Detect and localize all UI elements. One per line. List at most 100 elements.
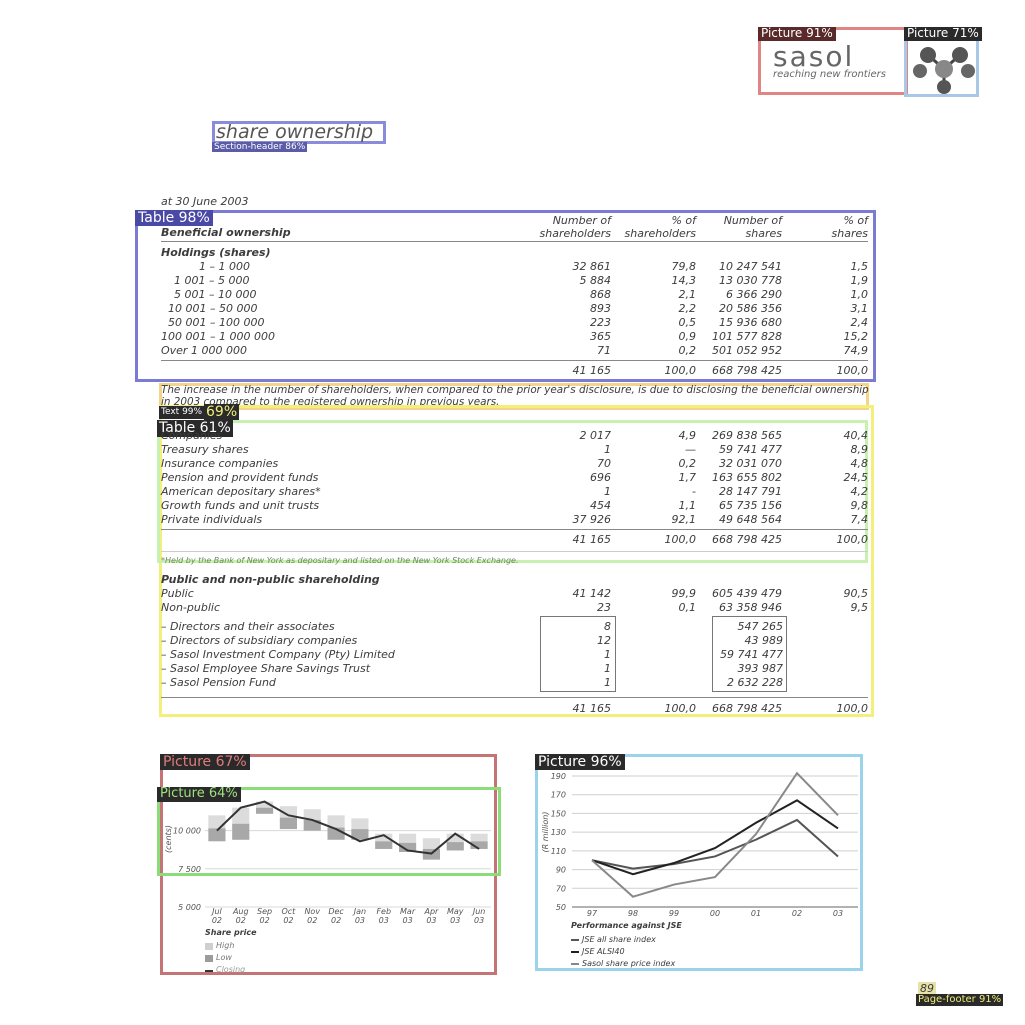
category-row-c2: - — [692, 485, 696, 498]
categories-total-c4: 100,0 — [836, 533, 869, 546]
share-ytick-label: 7 500 — [178, 865, 201, 874]
sasol-emblem-icon — [913, 47, 975, 94]
share-xtick-month: Jun — [471, 907, 486, 916]
share-xtick-year: 02 — [307, 916, 317, 925]
share-high-bar — [279, 806, 297, 818]
picture-64-box: Picture 64% — [157, 786, 501, 876]
disclosure-text-box — [159, 383, 869, 410]
nonpublic-row-label: – Sasol Investment Company (Pty) Limited — [161, 648, 395, 661]
perf-series-line — [591, 818, 839, 870]
nonpublic-row-c1: 1 — [604, 648, 611, 661]
share-low-bar — [470, 841, 488, 849]
perf-ytick-label: 50 — [556, 903, 566, 912]
share-high-bar — [303, 809, 321, 820]
nonpublic-row-c3: 2 632 228 — [727, 676, 783, 689]
table-61-box — [157, 420, 868, 563]
share-low-bar — [446, 842, 464, 851]
perf-xtick-label: 00 — [710, 909, 720, 918]
holdings-row-label: 1 001 – 5 000 — [174, 274, 250, 287]
public-row-c2: 99,9 — [671, 587, 697, 600]
date-line: at 30 June 2003 — [161, 195, 249, 208]
holdings-row-c1: 71 — [597, 344, 611, 357]
share-xtick-year: 03 — [426, 916, 436, 925]
public-row-c4: 90,5 — [843, 587, 869, 600]
perf-xtick-label: 98 — [628, 909, 638, 918]
share-xtick-year: 02 — [259, 916, 269, 925]
share-low-bar — [279, 817, 297, 830]
share-high-bar — [446, 833, 464, 843]
holdings-row-c1: 868 — [590, 288, 611, 301]
share-high-bar — [399, 833, 417, 843]
legend-low-label: Low — [216, 953, 232, 962]
legend-jse-all-label: JSE all share index — [582, 935, 656, 944]
nonpublic-row-c1: 12 — [597, 634, 611, 647]
share-high-bar — [351, 818, 369, 830]
picture-96-tag: Picture 96% — [535, 754, 625, 771]
holdings-row-c1: 365 — [590, 330, 611, 343]
share-low-bar — [375, 841, 393, 849]
text-69-tag: 69% — [204, 404, 240, 421]
share-xtick-month: Mar — [400, 907, 416, 916]
share-xtick-year: 03 — [402, 916, 412, 925]
perf-series-line — [591, 771, 839, 898]
holdings-row-c2: 2,2 — [678, 302, 697, 315]
nonpublic-row-c1: 1 — [604, 662, 611, 675]
public-row-c3: 605 439 479 — [712, 587, 782, 600]
footnote-rule — [161, 551, 868, 552]
share-ytick-label: 5 000 — [178, 903, 201, 912]
holdings-total-rule — [161, 360, 868, 361]
nonpublic-row-label: – Directors of subsidiary companies — [161, 634, 358, 647]
category-row-c2: 1,1 — [678, 499, 697, 512]
legend-jse-all-swatch — [571, 939, 579, 941]
share-xtick-month: Apr — [423, 907, 439, 916]
disclosure-text-line1: The increase in the number of shareholde… — [161, 384, 869, 396]
legend-sasol-index-swatch — [571, 963, 579, 965]
category-row-c4: 4,8 — [850, 457, 869, 470]
holdings-title: Holdings (shares) — [161, 246, 271, 259]
holdings-row-label: Over 1 000 000 — [161, 344, 247, 357]
public-row-c3: 63 358 946 — [719, 601, 782, 614]
perf-series-line — [591, 799, 839, 876]
category-row-label: Private individuals — [161, 513, 263, 526]
holdings-total-c1: 41 165 — [572, 364, 612, 377]
holdings-row-label: 10 001 – 50 000 — [168, 302, 258, 315]
holdings-row-c1: 32 861 — [572, 260, 612, 273]
holdings-row-c3: 6 366 290 — [726, 288, 782, 301]
share-high-bar — [327, 815, 345, 828]
perf-chart-title: Performance against JSE — [571, 921, 682, 930]
share-xtick-year: 02 — [236, 916, 246, 925]
nonpublic-row-label: – Sasol Employee Share Savings Trust — [161, 662, 371, 675]
holdings-row-label: 50 001 – 100 000 — [168, 316, 265, 329]
share-xtick-month: Jan — [352, 907, 366, 916]
category-row-c4: 4,2 — [850, 485, 869, 498]
category-row-c3: 269 838 565 — [712, 429, 782, 442]
perf-ytick-label: 190 — [551, 772, 566, 781]
emblem-picture-box: Picture 71% — [904, 26, 982, 97]
footnote: *Held by the Bank of New York as deposit… — [161, 556, 519, 565]
legend-low-swatch — [205, 955, 213, 962]
legend-high-swatch — [205, 943, 213, 950]
legend-high-label: High — [216, 941, 235, 950]
public-total-rule — [161, 697, 868, 698]
nonpublic-row-c3: 43 989 — [744, 634, 784, 647]
public-row-c1: 41 142 — [572, 587, 612, 600]
category-row-c2: 1,7 — [678, 471, 697, 484]
share-xtick-year: 03 — [474, 916, 484, 925]
page-number: 89 — [918, 982, 936, 995]
nonpublic-row-c3: 547 265 — [737, 620, 784, 633]
category-row-label: Growth funds and unit trusts — [161, 499, 320, 512]
share-xtick-month: Nov — [304, 907, 320, 916]
category-row-c1: 37 926 — [572, 513, 612, 526]
category-row-c3: 28 147 791 — [719, 485, 782, 498]
category-row-c3: 163 655 802 — [712, 471, 782, 484]
holdings-row-c4: 15,2 — [843, 330, 869, 343]
holdings-total-c2: 100,0 — [664, 364, 697, 377]
text-tag: Text 99% — [159, 406, 205, 419]
legend-sasol-index-label: Sasol share price index — [582, 959, 676, 968]
holdings-row-c3: 20 586 356 — [719, 302, 782, 315]
holdings-row-label: 1 – 1 000 — [199, 260, 250, 273]
perf-xtick-label: 97 — [587, 909, 598, 918]
holdings-row-c4: 74,9 — [843, 344, 869, 357]
share-xtick-month: Dec — [328, 907, 344, 916]
